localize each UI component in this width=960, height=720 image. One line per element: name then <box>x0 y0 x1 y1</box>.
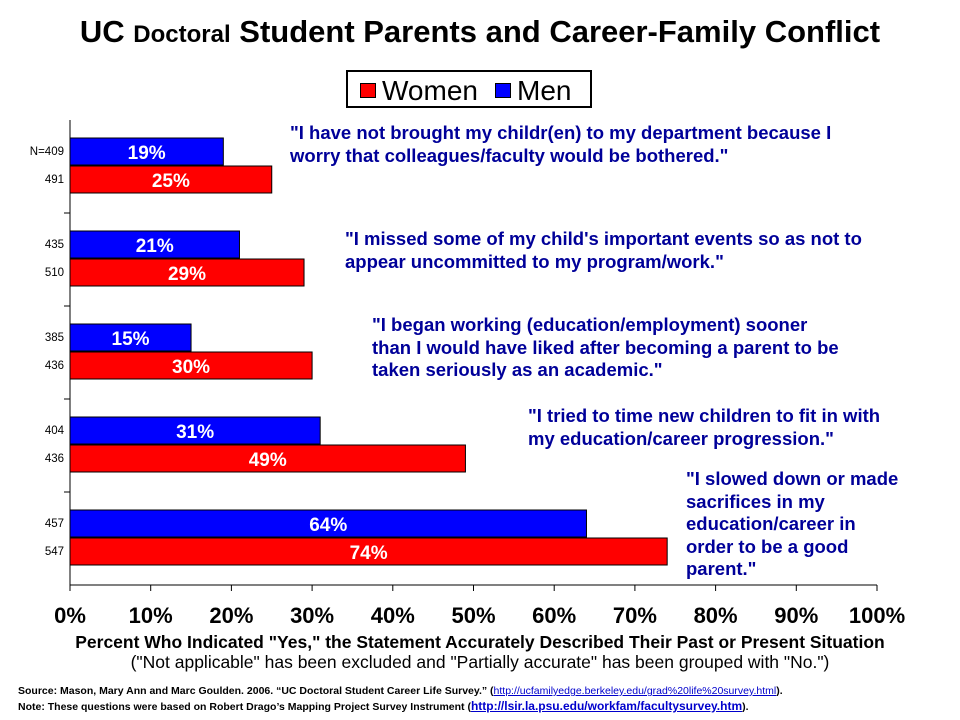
x-axis-subtitle: ("Not applicable" has been excluded and … <box>130 652 830 672</box>
bar-women <box>69 444 466 473</box>
n-label-men: 404 <box>45 425 65 437</box>
quote-line: appear uncommitted to my program/work." <box>345 250 724 272</box>
legend-label-women: Women <box>382 75 478 106</box>
bar-label-men: 31% <box>176 422 214 443</box>
quote-line: education/career in <box>686 513 856 534</box>
annotation-quote: "I slowed down or made sacrifices in my ed… <box>686 468 898 581</box>
bar-label-men: 19% <box>128 143 166 164</box>
x-tick-label: 80% <box>694 603 738 628</box>
title-part1: UC <box>79 14 134 49</box>
bar-women <box>69 165 273 194</box>
quote-line: "I tried to time new children to fit in … <box>528 405 881 426</box>
bar-men <box>69 323 192 352</box>
quote-line: taken seriously as an academic." <box>372 359 663 380</box>
n-label-women: 547 <box>45 546 64 558</box>
bar-label-men: 15% <box>112 329 150 350</box>
bar-label-women: 29% <box>168 264 206 285</box>
bar-men <box>69 416 321 445</box>
source-line: Source: Mason, Mary Ann and Marc Goulden… <box>18 684 783 699</box>
x-tick-label: 100% <box>849 603 905 628</box>
bar-label-men: 21% <box>136 236 174 257</box>
x-tick-label: 10% <box>129 603 173 628</box>
quote-line: order to be a good <box>686 535 849 557</box>
annotation-quote: "I have not brought my childr(en) to my … <box>290 122 831 167</box>
x-tick-label: 90% <box>774 603 818 628</box>
x-tick-label: 30% <box>290 603 334 628</box>
n-label-women: 491 <box>45 174 64 186</box>
note-text: Note: These questions were based on Robe… <box>18 701 471 713</box>
quote-line: parent." <box>686 558 757 579</box>
n-label-men: N=409 <box>30 146 64 158</box>
bar-men <box>69 509 587 538</box>
quote-line: "I began working (education/employment) … <box>372 314 808 335</box>
x-tick-label: 50% <box>451 603 495 628</box>
source-note: Source: Mason, Mary Ann and Marc Goulden… <box>18 684 783 715</box>
bar-men <box>69 230 240 259</box>
x-tick-label: 60% <box>532 603 576 628</box>
n-label-men: 435 <box>45 239 64 251</box>
note-link[interactable]: http://lsir.la.psu.edu/workfam/facultysu… <box>470 699 743 713</box>
legend-label-men: Men <box>517 75 572 106</box>
bar-label-men: 64% <box>309 515 347 536</box>
n-label-women: 436 <box>45 360 64 372</box>
x-tick-label: 20% <box>209 603 253 628</box>
bar-label-women: 49% <box>249 450 287 471</box>
x-axis-title: Percent Who Indicated "Yes," the Stateme… <box>75 632 885 652</box>
bar-men <box>69 137 224 166</box>
quote-line: my education/career progression." <box>528 427 834 449</box>
bar-label-women: 74% <box>350 543 388 564</box>
bar-label-women: 25% <box>152 171 190 192</box>
quote-line: sacrifices in my <box>686 490 825 512</box>
annotation-quote: "I tried to time new children to fit in … <box>528 405 880 450</box>
bar-label-women: 30% <box>172 357 210 378</box>
bar-women <box>69 258 305 287</box>
legend-swatch-men <box>495 83 511 98</box>
quote-line: "I slowed down or made <box>686 468 899 489</box>
quote-line: "I missed some of my child's important e… <box>345 228 862 249</box>
quote-line: than I would have liked after becoming a… <box>372 336 839 358</box>
note-line: Note: These questions were based on Robe… <box>18 699 783 715</box>
legend: Women Men <box>346 70 592 108</box>
title-part3: Student Parents and Career-Family Confli… <box>230 14 881 49</box>
x-tick-label: 70% <box>613 603 657 628</box>
source-text: Source: Mason, Mary Ann and Marc Goulden… <box>18 685 494 697</box>
chart-title: UC Doctoral Student Parents and Career-F… <box>0 14 960 50</box>
annotation-quote: "I began working (education/employment) … <box>372 314 839 382</box>
n-label-men: 385 <box>45 332 64 344</box>
n-label-women: 510 <box>45 267 64 279</box>
x-tick-label: 0% <box>54 603 86 628</box>
n-label-men: 457 <box>45 518 64 530</box>
legend-swatch-women <box>360 83 376 98</box>
n-label-women: 436 <box>45 453 64 465</box>
title-part2: Doctoral <box>133 21 231 48</box>
bar-women <box>69 537 668 566</box>
source-end: ). <box>776 685 783 697</box>
source-link[interactable]: http://ucfamilyedge.berkeley.edu/grad%20… <box>493 685 777 697</box>
x-tick-label: 40% <box>371 603 415 628</box>
note-end: ). <box>742 701 749 713</box>
bar-women <box>69 351 313 380</box>
quote-line: "I have not brought my childr(en) to my … <box>290 122 832 143</box>
quote-line: worry that colleagues/faculty would be b… <box>290 144 729 166</box>
annotation-quote: "I missed some of my child's important e… <box>345 228 862 273</box>
